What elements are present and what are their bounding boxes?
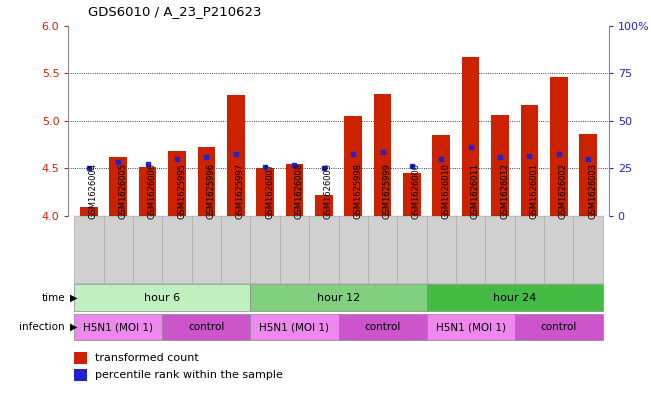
Bar	[133, 216, 162, 283]
Bar	[403, 173, 421, 216]
Text: GSM1626002: GSM1626002	[559, 163, 568, 219]
Bar	[251, 216, 280, 283]
Text: GSM1625998: GSM1625998	[353, 163, 362, 219]
Text: hour 6: hour 6	[145, 293, 180, 303]
Bar	[456, 216, 486, 283]
Text: ▶: ▶	[70, 293, 77, 303]
Text: GSM1625999: GSM1625999	[383, 163, 391, 219]
Bar	[197, 147, 215, 216]
Bar	[426, 285, 603, 311]
Bar	[139, 167, 156, 216]
Bar	[280, 216, 309, 283]
Bar	[74, 314, 162, 340]
Bar	[251, 285, 426, 311]
Text: transformed count: transformed count	[96, 353, 199, 363]
Bar	[515, 314, 603, 340]
Bar	[162, 216, 191, 283]
Text: infection: infection	[20, 322, 65, 332]
Text: GSM1626008: GSM1626008	[294, 163, 303, 219]
Text: ▶: ▶	[70, 322, 77, 332]
Bar	[515, 216, 544, 283]
Bar	[221, 216, 251, 283]
Text: hour 12: hour 12	[317, 293, 360, 303]
Text: GSM1626011: GSM1626011	[471, 163, 480, 219]
Bar	[462, 57, 480, 216]
Text: GSM1626005: GSM1626005	[118, 163, 128, 219]
Bar	[397, 216, 426, 283]
Text: GSM1626009: GSM1626009	[324, 163, 333, 219]
Bar	[74, 352, 87, 364]
Bar	[544, 216, 574, 283]
Bar	[374, 94, 391, 216]
Bar	[80, 207, 98, 216]
Bar	[521, 105, 538, 216]
Text: GSM1626006: GSM1626006	[148, 163, 157, 219]
Bar	[344, 116, 362, 216]
Text: GSM1626001: GSM1626001	[529, 163, 538, 219]
Text: H5N1 (MOI 1): H5N1 (MOI 1)	[260, 322, 329, 332]
Text: GSM1625996: GSM1625996	[206, 163, 215, 219]
Bar	[104, 216, 133, 283]
Bar	[492, 115, 509, 216]
Bar	[162, 314, 251, 340]
Text: GDS6010 / A_23_P210623: GDS6010 / A_23_P210623	[88, 5, 262, 18]
Bar	[309, 216, 339, 283]
Bar	[251, 314, 339, 340]
Text: control: control	[188, 322, 225, 332]
Bar	[168, 151, 186, 216]
Bar	[432, 135, 450, 216]
Text: GSM1625997: GSM1625997	[236, 163, 245, 219]
Text: GSM1626004: GSM1626004	[89, 163, 98, 219]
Text: GSM1626010: GSM1626010	[441, 163, 450, 219]
Bar	[315, 195, 333, 216]
Text: GSM1626007: GSM1626007	[265, 163, 274, 219]
Text: time: time	[42, 293, 65, 303]
Bar	[368, 216, 397, 283]
Bar	[339, 314, 426, 340]
Bar	[256, 169, 274, 216]
Text: control: control	[540, 322, 577, 332]
Bar	[74, 369, 87, 381]
Bar	[109, 157, 127, 216]
Bar	[579, 134, 597, 216]
Bar	[574, 216, 603, 283]
Text: hour 24: hour 24	[493, 293, 536, 303]
Text: percentile rank within the sample: percentile rank within the sample	[96, 370, 283, 380]
Bar	[426, 216, 456, 283]
Bar	[286, 164, 303, 216]
Bar	[191, 216, 221, 283]
Bar	[74, 285, 251, 311]
Text: control: control	[365, 322, 401, 332]
Text: H5N1 (MOI 1): H5N1 (MOI 1)	[83, 322, 153, 332]
Text: GSM1626003: GSM1626003	[588, 163, 597, 219]
Text: GSM1626012: GSM1626012	[500, 163, 509, 219]
Bar	[486, 216, 515, 283]
Text: GSM1626000: GSM1626000	[412, 163, 421, 219]
Bar	[339, 216, 368, 283]
Text: H5N1 (MOI 1): H5N1 (MOI 1)	[436, 322, 506, 332]
Bar	[550, 77, 568, 216]
Text: GSM1625995: GSM1625995	[177, 163, 186, 219]
Bar	[74, 216, 104, 283]
Bar	[227, 95, 245, 216]
Bar	[426, 314, 515, 340]
